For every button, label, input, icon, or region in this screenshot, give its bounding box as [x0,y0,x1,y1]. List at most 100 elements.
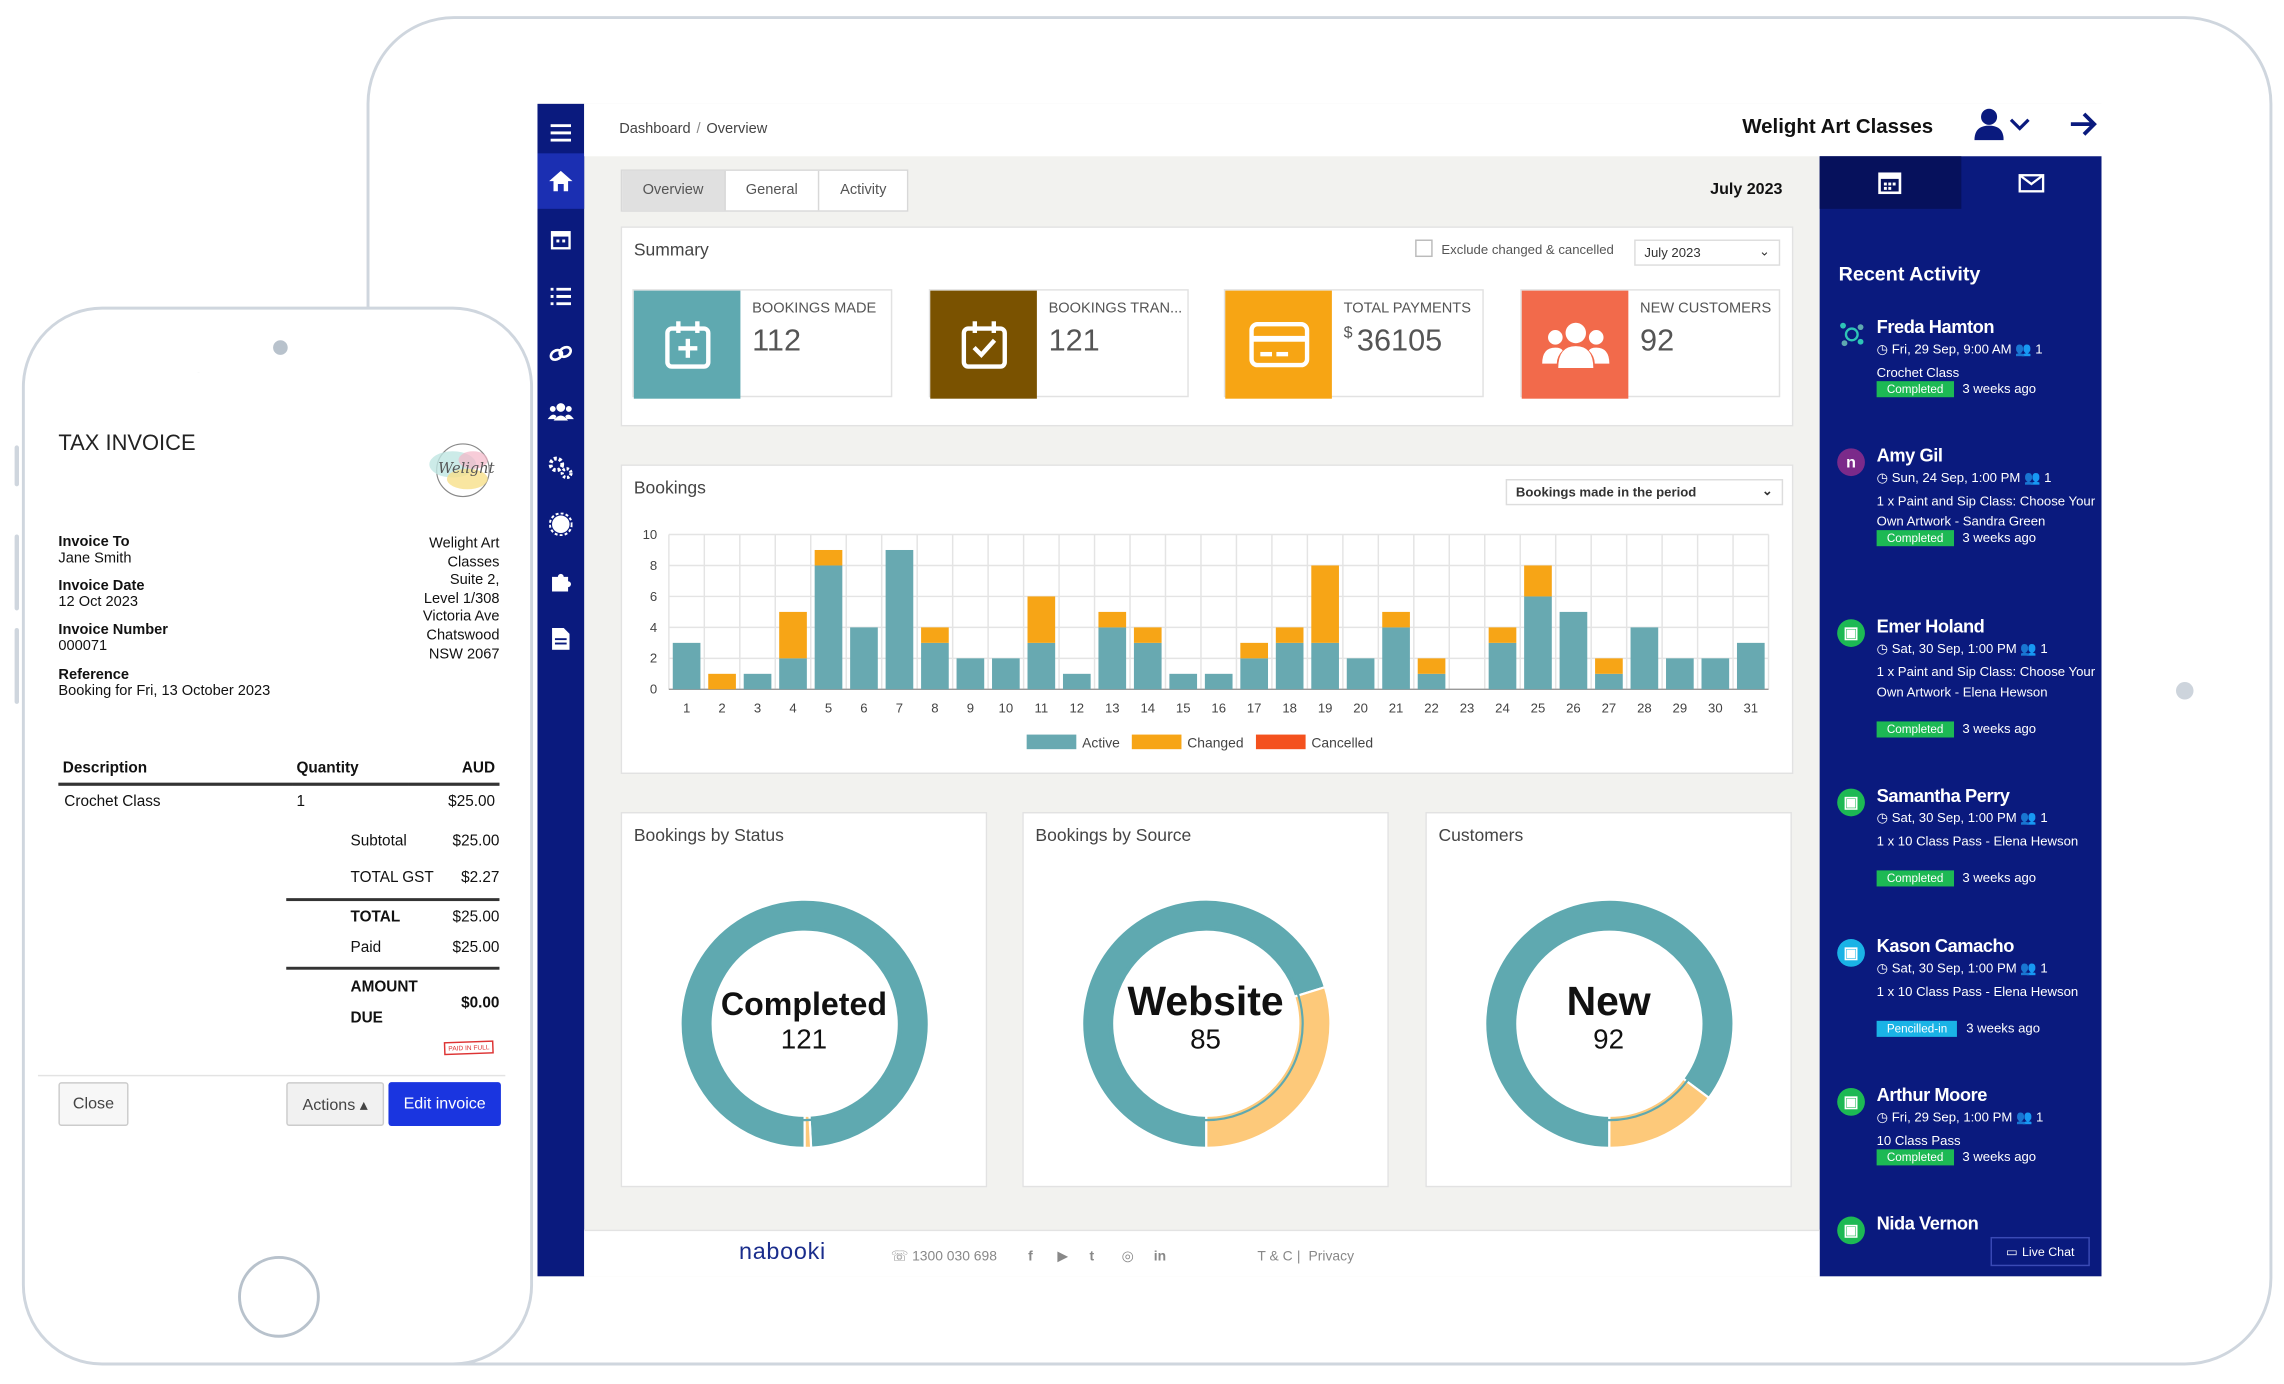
tab-general[interactable]: General [725,170,820,211]
address-line: Classes [447,554,500,571]
bar-active [1133,642,1162,690]
bar-changed [1133,627,1162,643]
bar-changed [921,627,949,643]
edit-invoice-button[interactable]: Edit invoice [388,1082,501,1126]
youtube-icon[interactable]: ▶ [1057,1248,1069,1265]
x-tick-label: 14 [1140,701,1155,716]
address-line: Level 1/308 [423,591,500,608]
avatar: ▣ [1837,1216,1865,1245]
item-description: Crochet Class [64,792,161,811]
x-tick-label: 13 [1105,701,1120,716]
table-row: Crochet Class 1 $25.00 [58,784,499,818]
amount-due-label: AMOUNT [350,978,418,996]
legend-label: Changed [1187,735,1243,751]
activity-meta: Completed 3 weeks ago [1876,721,2036,738]
credit-card-icon [1225,290,1332,399]
twitter-icon[interactable]: t [1089,1248,1095,1265]
kpi-bookings-made[interactable]: BOOKINGS MADE 112 [632,289,893,399]
invoice: TAX INVOICE Welight Invoice To Jane Smith… [37,372,506,1140]
activity-count: 1 [2040,960,2048,976]
activity-description: Crochet Class [1876,365,1960,380]
activity-date: Fri, 29 Sep, 1:00 PM [1891,1109,2013,1125]
actions-button[interactable]: Actions ▴ [286,1082,385,1126]
address-line: Victoria Ave [422,609,500,626]
document-icon[interactable] [543,621,578,656]
y-tick-label: 8 [650,558,657,573]
invoice-reference-label: Reference [58,667,130,684]
tab-activity[interactable]: Activity [840,182,887,199]
chevron-down-icon: ⌄ [1761,483,1773,498]
bookings-filter-select[interactable]: Bookings made in the period ⌄ [1505,479,1784,506]
kpi-label: TOTAL PAYMENTS [1343,300,1471,317]
bar-active [1595,673,1623,690]
activity-meta: Completed 3 weeks ago [1876,1149,2036,1166]
paid-label: Paid [350,939,382,957]
kpi-total-payments[interactable]: TOTAL PAYMENTS $36105 [1223,289,1484,399]
total-value: $25.00 [452,908,500,926]
user-menu[interactable] [1974,108,2031,141]
calendar-icon[interactable] [543,222,578,257]
list-icon[interactable] [543,279,578,314]
x-tick-label: 18 [1282,701,1297,716]
status-badge: Completed [1876,721,1954,738]
summary-period-select[interactable]: July 2023 ⌄ [1634,239,1781,266]
legend-swatch [1255,734,1306,750]
exclude-label: Exclude changed & cancelled [1441,242,1614,258]
puzzle-icon[interactable] [543,564,578,599]
activity-ago: 3 weeks ago [1962,530,2037,545]
panel-tab-calendar[interactable] [1819,156,1961,209]
breadcrumb-dashboard[interactable]: Dashboard [619,121,691,138]
linkedin-icon[interactable]: in [1153,1248,1167,1265]
home-icon[interactable] [537,153,585,209]
activity-meta: Completed 3 weeks ago [1876,530,2037,547]
x-tick-label: 24 [1495,701,1510,716]
donut-inner-ring [1511,926,1707,1122]
exclude-checkbox[interactable] [1415,239,1433,258]
close-button[interactable]: Close [58,1082,129,1126]
envelope-icon [2018,173,2044,192]
x-tick-label: 23 [1460,701,1475,716]
link-icon[interactable] [543,336,578,371]
activity-description: 1 x Paint and Sip Class: Choose Your Own… [1876,664,2096,700]
bar-changed [1524,565,1552,597]
status-badge: Pencilled-in [1876,1020,1958,1037]
privacy-link[interactable]: Privacy [1308,1248,1355,1265]
paid-stamp: PAID IN FULL [443,1040,495,1056]
donut-segment [1608,1077,1711,1149]
subtotal-value: $25.00 [452,832,500,850]
address-line: Suite 2, [449,572,500,589]
cogs-icon[interactable] [543,450,578,485]
column-header: Description [58,753,293,786]
logout-arrow-icon[interactable] [2068,110,2100,139]
donut-center-value: 85 [1190,1025,1221,1056]
panel-tab-messages[interactable] [1961,156,2102,209]
kpi-bookings-transacted[interactable]: BOOKINGS TRAN... 121 [928,289,1189,399]
summary-period-value: July 2023 [1644,245,1701,260]
activity-date: Sat, 30 Sep, 1:00 PM [1891,810,2017,826]
phone-home-button[interactable] [238,1255,320,1338]
column-header: AUD [408,753,500,786]
bar-active [850,627,878,690]
clock-icon: ◷ [1876,960,1892,976]
donut-center-label: New [1566,978,1651,1024]
terms-link[interactable]: T & C [1257,1248,1293,1265]
live-chat-button[interactable]: ▭ Live Chat [1990,1236,2090,1267]
x-tick-label: 3 [754,701,761,716]
instagram-icon[interactable]: ◎ [1121,1248,1134,1265]
invoice-to-value: Jane Smith [58,549,132,566]
invoice-number: Invoice Number 000071 [58,623,168,655]
footer-phone[interactable]: ☏ 1300 030 698 [891,1249,997,1265]
facebook-icon[interactable]: f [1028,1248,1033,1265]
badge-icon[interactable] [543,507,578,542]
kpi-new-customers[interactable]: NEW CUSTOMERS 92 [1520,289,1781,399]
calendar-check-icon [930,290,1037,399]
activity-customer-name: Arthur Moore [1876,1085,1988,1106]
tab-overview[interactable]: Overview [622,170,726,211]
avatar: n [1837,448,1865,477]
activity-customer-name: Kason Camacho [1876,936,2015,957]
donut-card-source: Bookings by Source Website 85 [1022,811,1389,1188]
bar-active [1417,673,1446,690]
menu-icon[interactable] [543,115,578,150]
dashboard-screen: Dashboard / Overview Welight Art Classes O… [537,103,2102,1277]
users-icon[interactable] [543,393,578,428]
